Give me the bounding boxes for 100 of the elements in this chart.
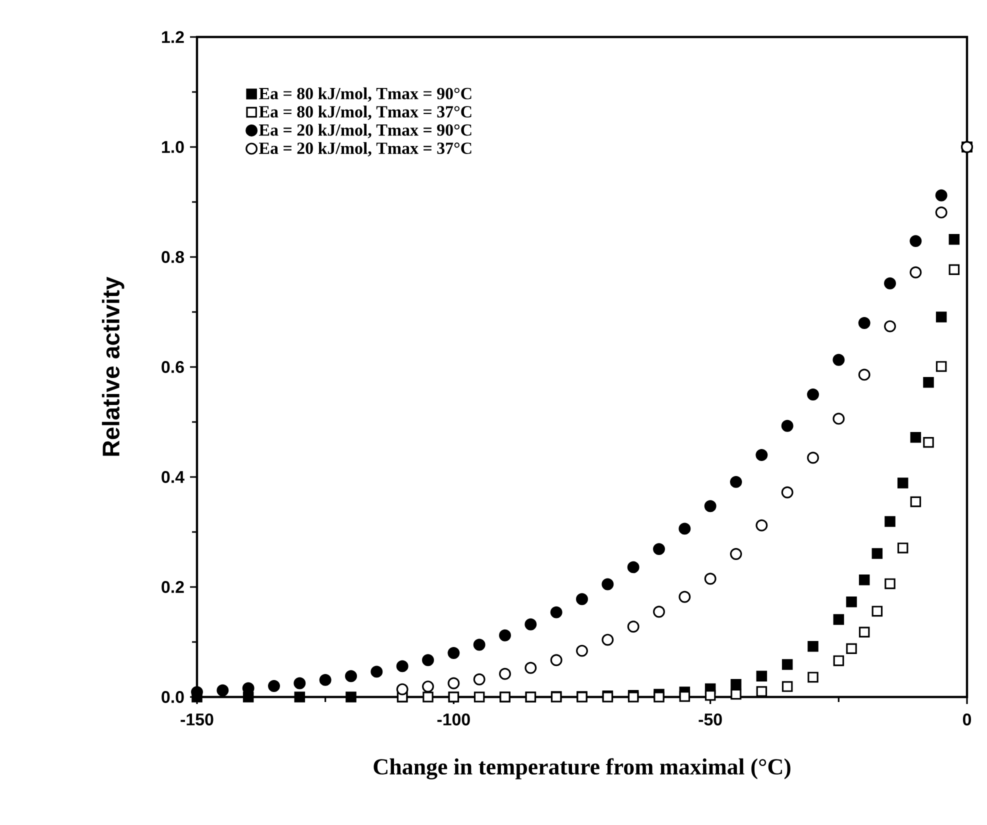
point	[782, 659, 793, 670]
point	[846, 643, 857, 654]
point	[833, 655, 844, 666]
point	[448, 677, 460, 690]
y-tick-label: 0.0	[162, 691, 184, 704]
x-axis-title: Change in temperature from maximal (°C)	[374, 758, 790, 780]
point	[858, 626, 870, 638]
point	[704, 500, 716, 512]
point	[653, 543, 665, 556]
x-tick-label: -150	[180, 713, 214, 726]
point	[345, 670, 357, 682]
point	[216, 684, 229, 696]
point	[897, 478, 908, 488]
point	[781, 420, 794, 432]
point	[872, 606, 883, 617]
point	[576, 593, 588, 606]
point	[473, 638, 486, 651]
point	[550, 606, 562, 618]
point	[678, 522, 691, 535]
point	[704, 690, 716, 701]
point	[602, 634, 614, 646]
point	[678, 590, 691, 603]
y-tick-label: 0.8	[162, 251, 184, 263]
point	[808, 641, 818, 652]
point	[730, 548, 742, 560]
point	[679, 691, 690, 702]
point	[730, 678, 742, 690]
point	[294, 677, 306, 690]
point	[576, 644, 588, 657]
point	[319, 674, 332, 686]
legend-label: Ea = 80 kJ/mol, Tmax = 90°C	[259, 87, 472, 102]
point	[807, 388, 819, 400]
legend-label: Ea = 80 kJ/mol, Tmax = 37°C	[259, 106, 472, 120]
point	[756, 449, 768, 461]
point	[422, 654, 434, 666]
point	[936, 312, 947, 322]
point	[396, 683, 408, 696]
point	[884, 277, 896, 290]
y-axis-title: Relative activity	[102, 276, 124, 456]
point	[499, 629, 511, 642]
point	[627, 620, 640, 633]
point	[756, 519, 768, 532]
point	[730, 476, 742, 488]
point	[602, 578, 614, 590]
point	[448, 647, 460, 659]
y-tick-label: 0.6	[162, 361, 184, 373]
point	[346, 692, 356, 702]
x-tick-label: -100	[437, 713, 470, 726]
point	[808, 672, 818, 683]
point	[756, 686, 768, 697]
point	[654, 692, 664, 702]
point	[846, 596, 857, 608]
point	[756, 670, 768, 682]
point	[524, 618, 537, 630]
point	[499, 668, 511, 680]
point	[935, 189, 948, 202]
point	[268, 680, 280, 692]
point	[935, 206, 948, 218]
point	[627, 561, 640, 574]
y-tick-label: 1.2	[162, 31, 184, 43]
point	[781, 486, 794, 498]
legend-label: Ea = 20 kJ/mol, Tmax = 90°C	[259, 124, 472, 138]
point	[524, 662, 537, 674]
point	[730, 688, 742, 700]
point	[832, 412, 845, 425]
point	[422, 692, 434, 702]
point	[910, 266, 922, 278]
point	[422, 680, 434, 693]
point	[897, 542, 908, 554]
point	[910, 235, 922, 248]
y-tick-label: 1.0	[162, 140, 184, 153]
point	[936, 361, 947, 372]
y-tick-label: 0.4	[162, 471, 184, 483]
y-tick-label: 0.2	[162, 581, 184, 593]
point	[782, 681, 793, 692]
point	[872, 548, 883, 559]
point	[370, 666, 383, 678]
point	[832, 354, 845, 366]
point	[833, 614, 844, 625]
point	[884, 578, 896, 590]
point	[653, 606, 665, 618]
point	[473, 673, 486, 686]
point	[704, 572, 716, 585]
point	[910, 496, 922, 508]
point	[923, 436, 934, 448]
point	[294, 692, 306, 702]
point	[396, 660, 408, 672]
point	[884, 320, 896, 332]
point	[910, 432, 922, 443]
point	[858, 574, 870, 586]
point	[858, 368, 870, 381]
point	[474, 692, 485, 702]
x-tick-label: -50	[698, 713, 722, 726]
point	[858, 317, 870, 329]
point	[884, 516, 896, 527]
x-tick-label: 0	[962, 713, 972, 726]
point	[948, 264, 960, 276]
point	[923, 377, 934, 388]
point	[807, 452, 819, 464]
point	[948, 234, 960, 245]
